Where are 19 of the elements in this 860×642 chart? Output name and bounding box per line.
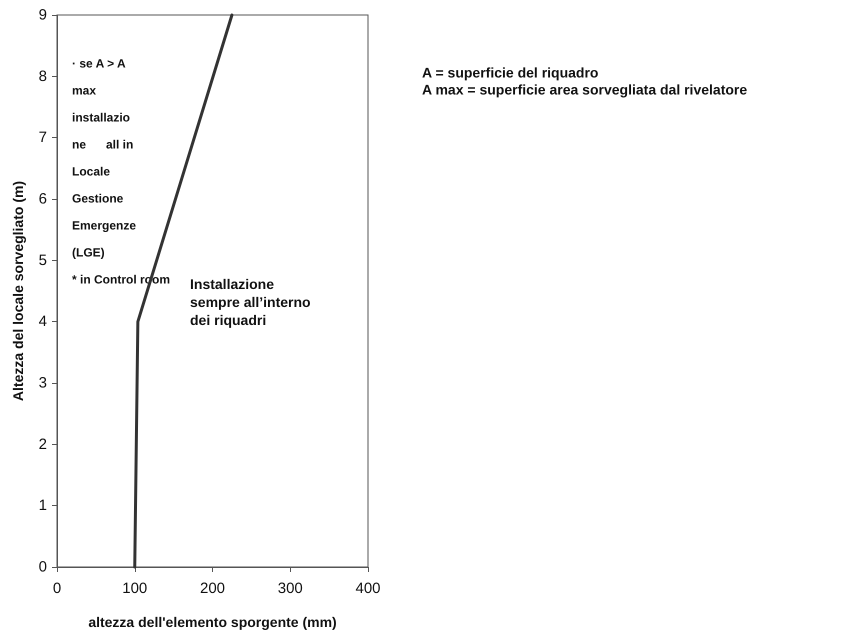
- x-axis-title: altezza dell'elemento sporgente (mm): [88, 614, 337, 630]
- x-tick-label: 0: [52, 580, 62, 597]
- x-tick-label: 100: [122, 580, 148, 597]
- y-axis-title: Altezza del locale sorvegliato (m): [10, 180, 26, 402]
- y-tick-label: 7: [38, 129, 47, 146]
- x-tick-label: 300: [278, 580, 303, 597]
- annotation: Installazione sempre all’interno dei riquadri: [190, 276, 311, 328]
- y-tick-label: 2: [38, 436, 47, 453]
- y-tick-label: 8: [38, 68, 47, 85]
- y-tick-label: 9: [38, 6, 47, 24]
- y-tick-label: 5: [38, 252, 47, 269]
- y-tick-label: 3: [38, 374, 47, 392]
- y-tick-label: 1: [38, 497, 47, 514]
- y-tick-label: 4: [38, 313, 47, 330]
- y-tick-label: 0: [38, 558, 47, 576]
- y-tick-label: 6: [38, 190, 47, 208]
- x-tick-label: 200: [200, 580, 226, 597]
- text: A = superficie del riquadro A max = superficie area sorvegliata dal rivelatore: [422, 64, 748, 98]
- x-tick-label: 400: [355, 580, 381, 597]
